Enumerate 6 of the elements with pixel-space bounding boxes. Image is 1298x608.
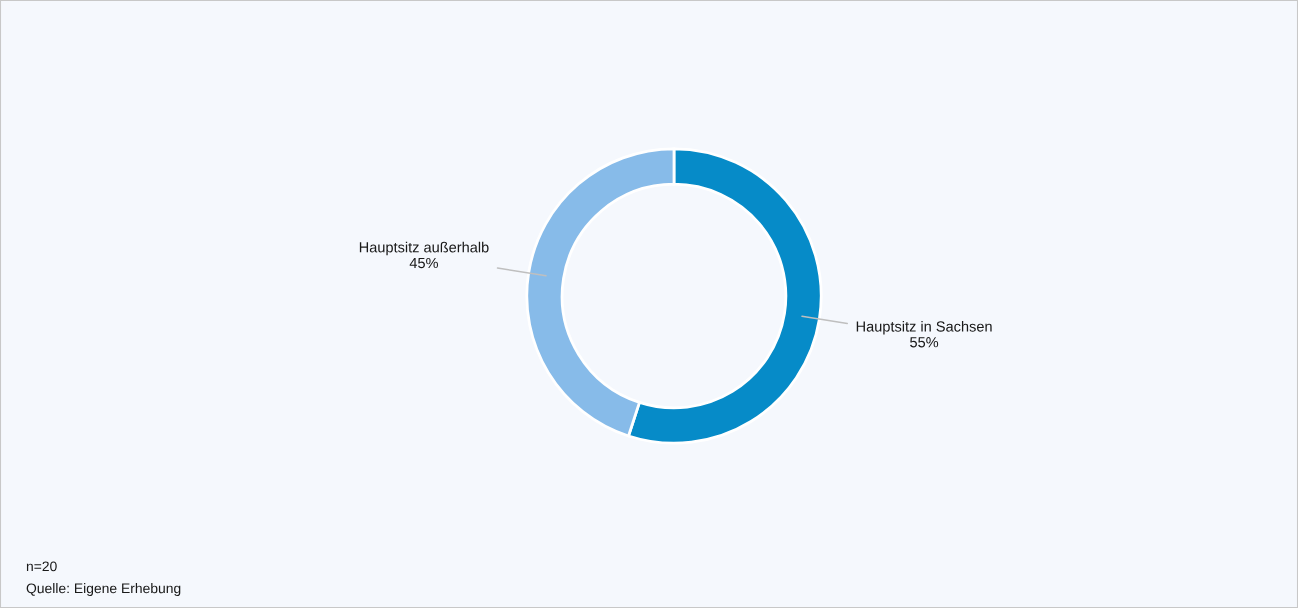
slice-label: Hauptsitz in Sachsen	[856, 320, 992, 335]
slice-label: Hauptsitz außerhalb	[359, 241, 489, 256]
text: n=20	[26, 561, 57, 572]
source-note: Quelle: Eigene Erhebung	[26, 583, 181, 596]
data-label: 55%	[910, 337, 939, 348]
data-label: 45%	[409, 257, 439, 269]
